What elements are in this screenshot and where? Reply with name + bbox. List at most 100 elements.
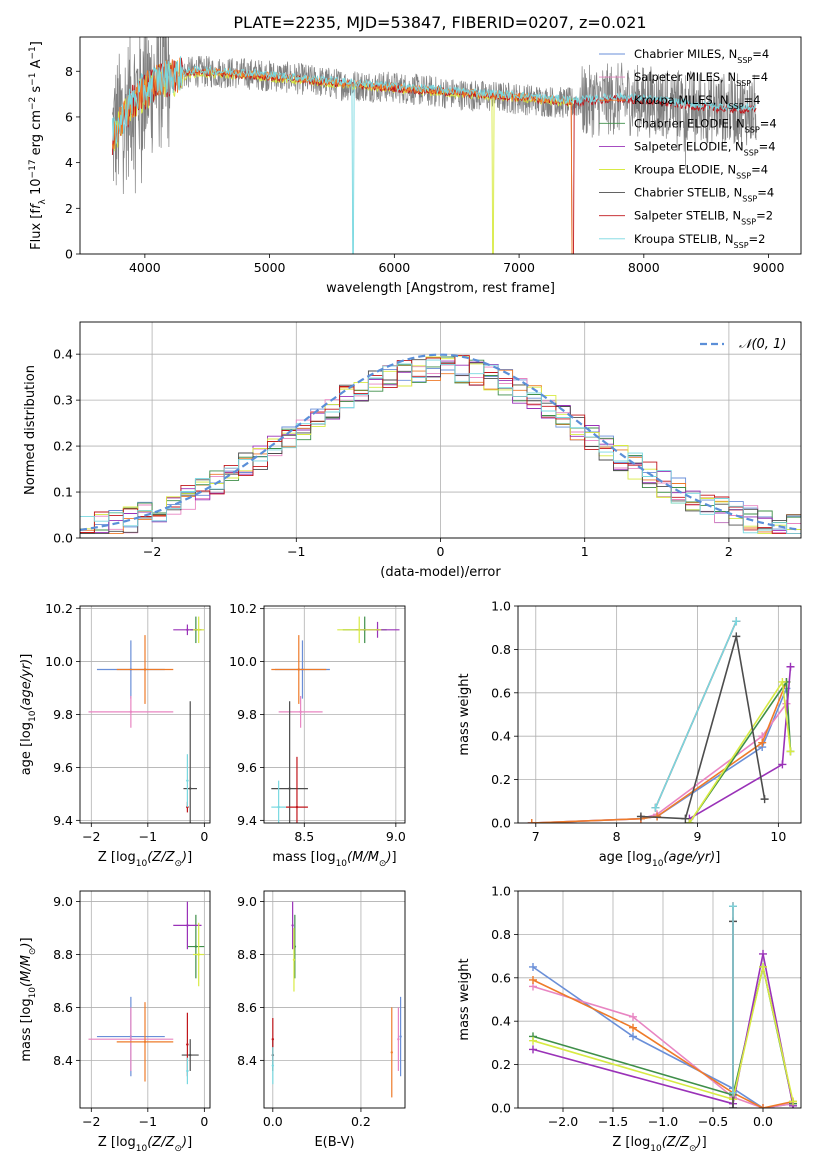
axes-frame — [79, 36, 802, 255]
x-tick-label: 7000 — [503, 260, 535, 275]
y-tick-label: 0 — [65, 247, 73, 262]
point-kroupa_miles — [390, 1051, 393, 1054]
y-tick-label: 4 — [65, 155, 73, 170]
x-tick-label: 1 — [581, 544, 589, 559]
y-tick-label: 1.0 — [491, 599, 511, 614]
y-tick-label: 10.0 — [45, 654, 73, 669]
legend-label: 𝒩(0, 1) — [739, 337, 786, 352]
marker-salpeter_elodie — [759, 949, 767, 958]
point-kroupa_miles — [143, 1040, 147, 1044]
y-tick-label: 9.8 — [237, 707, 257, 722]
histogram-kroupa_stelib — [80, 359, 801, 534]
legend-label: Kroupa STELIB, NSSP=2 — [634, 232, 765, 250]
y-tick-label: 1.0 — [491, 884, 511, 899]
point-chabrier_elodie — [194, 945, 198, 948]
point-kroupa_stelib — [277, 805, 280, 809]
y-axis-label: age [log10(age/yr)] — [19, 654, 38, 776]
y-tick-label: 10.0 — [229, 654, 257, 669]
marker-chabrier_miles — [629, 1032, 637, 1041]
series-line-kroupa_stelib — [654, 620, 738, 809]
point-salpeter_stelib — [295, 805, 299, 809]
x-tick-label: 8 — [613, 829, 621, 844]
y-tick-label: 8 — [65, 64, 73, 79]
plot-area — [88, 616, 205, 823]
marker-salpeter_elodie — [778, 760, 787, 769]
x-tick-label: −2 — [143, 544, 161, 559]
marker-kroupa_stelib — [651, 803, 660, 812]
y-tick-label: 9.6 — [237, 760, 257, 775]
point-kroupa_elodie — [292, 958, 296, 962]
marker-kroupa_elodie — [685, 819, 694, 823]
y-tick-label: 2 — [65, 201, 73, 216]
legend-label: Salpeter STELIB, NSSP=2 — [634, 209, 773, 227]
x-tick-label: 6000 — [378, 260, 410, 275]
y-axis-label: mass weight — [457, 958, 472, 1040]
y-axis-label: Flux [ffλ 10−17 erg cm−2 s−1 A−1] — [28, 41, 48, 250]
point-salpeter_elodie — [186, 628, 189, 632]
marker-chabrier_miles — [529, 962, 537, 971]
point-kroupa_elodie — [197, 953, 200, 956]
point-kroupa_stelib — [186, 1069, 189, 1073]
series-line-kroupa_elodie — [532, 966, 794, 1102]
y-tick-label: 0.2 — [53, 439, 73, 454]
marker-salpeter_miles — [629, 1012, 637, 1021]
x-axis-label: age [log10(age/yr)] — [599, 850, 721, 869]
y-tick-label: 0.1 — [53, 485, 73, 500]
y-axis-label: Normed distribution — [23, 365, 38, 495]
y-tick-label: 0.6 — [491, 685, 511, 700]
legend-label: Chabrier MILES, NSSP=4 — [634, 47, 769, 65]
x-tick-label: −1 — [139, 829, 157, 844]
figure-title: PLATE=2235, MJD=53847, FIBERID=0207, z=0… — [233, 13, 646, 32]
x-tick-label: 0.0 — [753, 1114, 773, 1129]
x-tick-label: 8.5 — [294, 829, 314, 844]
y-tick-label: 0.8 — [491, 927, 511, 942]
x-tick-label: 0 — [200, 1114, 208, 1129]
plot-area — [527, 617, 795, 823]
x-tick-label: 5000 — [254, 260, 286, 275]
point-salpeter_miles — [129, 710, 133, 714]
y-tick-label: 8.6 — [237, 1000, 257, 1015]
model-spectrum-kroupa_stelib — [111, 56, 757, 254]
x-axis-label: Z [log10(Z/Z⊙)] — [612, 1135, 706, 1154]
marker-chabrier_stelib — [636, 812, 645, 821]
point-kroupa_elodie — [358, 628, 361, 632]
marker-salpeter_elodie — [786, 662, 795, 671]
x-tick-label: 4000 — [129, 260, 161, 275]
y-tick-label: 0.8 — [491, 642, 511, 657]
y-tick-label: 6 — [65, 109, 73, 124]
x-tick-label: 8000 — [628, 260, 660, 275]
x-tick-label: 9.0 — [386, 829, 406, 844]
x-tick-label: 7 — [532, 829, 540, 844]
y-tick-label: 0.4 — [491, 729, 511, 744]
point-salpeter_stelib — [186, 1043, 189, 1046]
point-kroupa_miles — [143, 668, 147, 671]
x-axis-label: Z [log10(Z/Z⊙)] — [98, 1135, 192, 1154]
point-salpeter_stelib — [271, 1037, 275, 1041]
point-kroupa_miles — [297, 668, 300, 671]
point-kroupa_elodie — [197, 628, 200, 632]
chart-age_vs_mass: 8.5 9.0 9.4 9.6 9.8 10.0 10.2 mass [log10(M/M⊙)… — [229, 601, 406, 869]
y-tick-label: 9.0 — [53, 894, 73, 909]
y-tick-label: 9.0 — [237, 894, 257, 909]
y-tick-label: 0.0 — [491, 1101, 511, 1116]
y-tick-label: 0.6 — [491, 970, 511, 985]
x-tick-label: 9000 — [753, 260, 785, 275]
legend-label: Kroupa ELODIE, NSSP=4 — [634, 163, 768, 181]
marker-kroupa_stelib — [732, 617, 741, 626]
y-tick-label: 0.4 — [491, 1014, 511, 1029]
y-tick-label: 10.2 — [45, 601, 73, 616]
marker-kroupa_miles — [527, 819, 536, 823]
marker-kroupa_miles — [759, 1104, 767, 1108]
point-salpeter_elodie — [291, 924, 294, 927]
y-axis-label: mass [log10(M/M⊙)] — [19, 937, 38, 1061]
y-tick-label: 0.3 — [53, 393, 73, 408]
y-tick-label: 0.2 — [491, 1057, 511, 1072]
y-tick-label: 9.6 — [53, 760, 73, 775]
axes-frame — [263, 605, 406, 824]
marker-kroupa_stelib — [729, 902, 737, 911]
marker-chabrier_stelib — [681, 814, 690, 823]
point-chabrier_stelib — [189, 1053, 192, 1057]
chart-age_vs_Z: −2 −1 0 9.4 9.6 9.8 10.0 10.2 Z [log10(Z/Z⊙)] age… — [19, 601, 211, 869]
axes-frame — [79, 890, 211, 1109]
